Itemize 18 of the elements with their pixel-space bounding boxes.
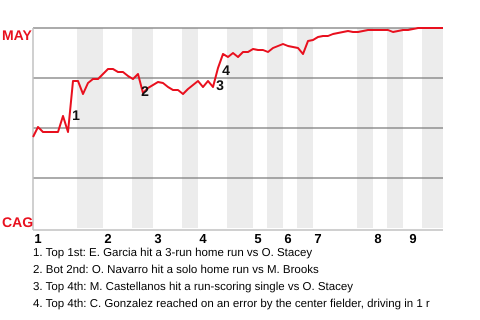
text: 3. Top 4th: M. Castellanos hit a run-scoring single vs O. Stacey [33,281,354,293]
x-tick-label: 4 [199,231,208,246]
x-tick-label: 2 [104,231,112,246]
x-tick-label: 7 [314,231,322,246]
x-tick-label: 3 [154,231,162,246]
x-tick-label: 6 [284,231,292,246]
x-tick-label: 5 [254,231,262,246]
text: 4. Top 4th: C. Gonzalez reached on an error by the center fielder, driving in 1 r [33,298,430,310]
annotation: 3 [216,77,224,93]
annotation: 1 [72,107,80,123]
text: MAY [2,27,32,43]
annotation: 4 [222,62,230,78]
annotation: CAG [2,214,34,230]
text: 2. Bot 2nd: O. Navarro hit a solo home run vs M. Brooks [33,264,319,276]
x-tick-label: 9 [409,231,417,246]
x-tick-label: 1 [34,231,42,246]
x-tick-label: 8 [374,231,382,246]
text: 1. Top 1st: E. Garcia hit a 3-run home run vs O. Stacey [33,247,312,259]
